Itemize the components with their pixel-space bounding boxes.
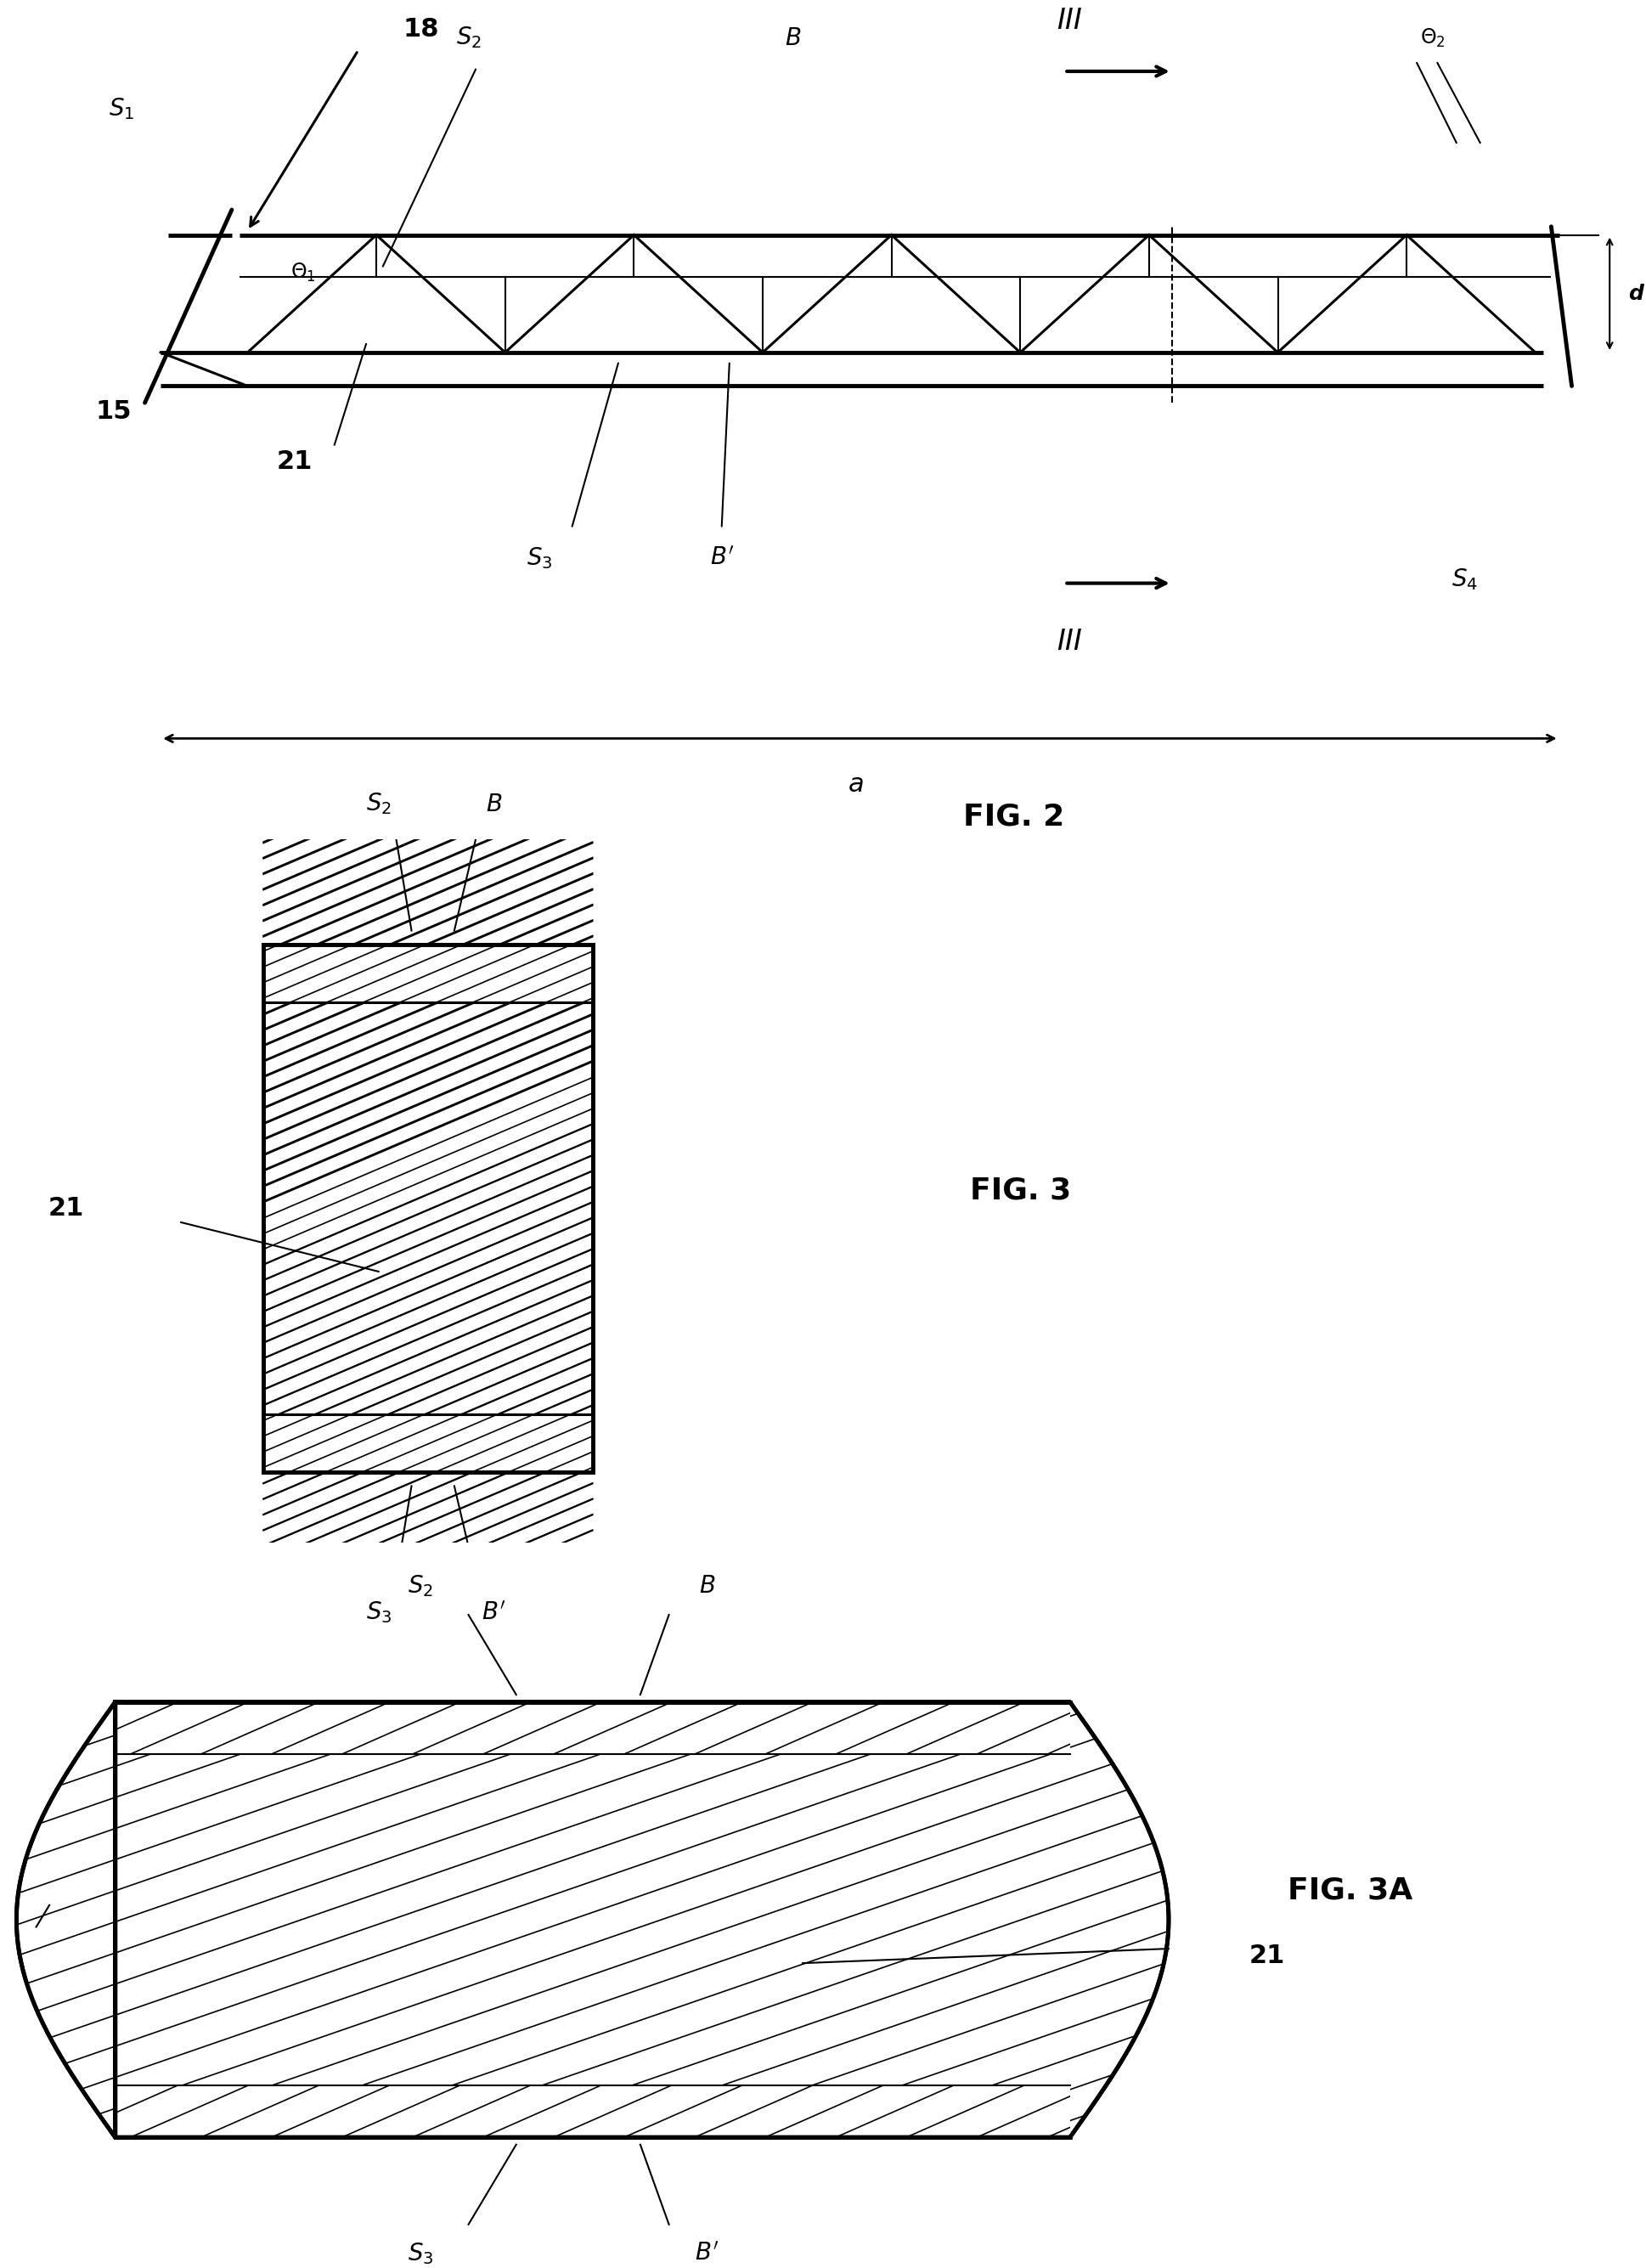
Text: $\Theta_2$: $\Theta_2$ (1420, 27, 1445, 50)
Text: $B$: $B$ (785, 27, 802, 50)
Bar (263, 943, 593, 1472)
Bar (115, 2084, 1070, 2136)
Bar (263, 1413, 593, 1472)
Text: 18: 18 (403, 18, 439, 41)
Text: $B'$: $B'$ (482, 1601, 505, 1624)
Text: $B$: $B$ (700, 1574, 716, 1597)
Text: $S_3$: $S_3$ (408, 2241, 433, 2266)
Text: $S_1$: $S_1$ (109, 98, 133, 122)
Text: $III$: $III$ (1057, 7, 1083, 34)
Text: $B'$: $B'$ (709, 547, 734, 569)
Bar (115, 1701, 1070, 1753)
Text: $S_2$: $S_2$ (408, 1574, 433, 1599)
Text: $III$: $III$ (1057, 628, 1083, 655)
Text: FIG. 2: FIG. 2 (963, 803, 1065, 830)
Text: $S_2$: $S_2$ (365, 792, 392, 816)
Text: 15: 15 (95, 399, 132, 424)
Text: $S_3$: $S_3$ (527, 547, 553, 572)
Text: 21: 21 (277, 449, 313, 474)
Text: $S_4$: $S_4$ (1452, 567, 1478, 592)
Text: $S_3$: $S_3$ (365, 1599, 392, 1626)
Text: $B$: $B$ (486, 792, 502, 816)
Text: 21: 21 (48, 1195, 84, 1220)
Text: FIG. 3A: FIG. 3A (1287, 1876, 1412, 1905)
Text: d: d (1628, 284, 1644, 304)
Text: $a$: $a$ (848, 773, 864, 796)
Polygon shape (16, 1701, 1169, 2136)
Text: FIG. 3: FIG. 3 (969, 1177, 1072, 1204)
Text: $S_2$: $S_2$ (456, 25, 482, 50)
Bar (263, 946, 593, 1002)
Text: $\Theta_1$: $\Theta_1$ (290, 261, 316, 284)
Bar (263, 943, 593, 1472)
Text: 21: 21 (1249, 1944, 1286, 1969)
Text: $B'$: $B'$ (695, 2241, 719, 2266)
